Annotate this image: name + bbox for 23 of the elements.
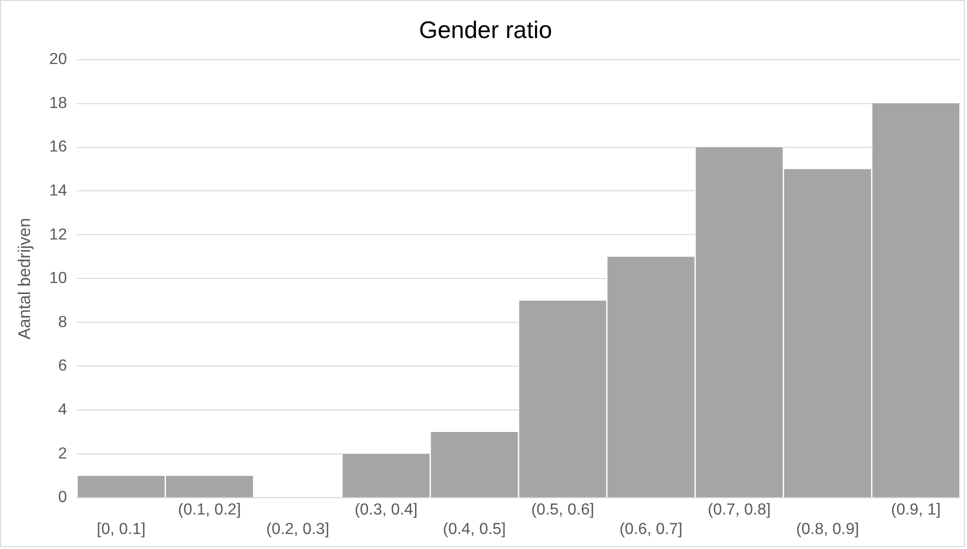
y-tick-label: 18 bbox=[49, 94, 68, 112]
y-tick-label: 14 bbox=[49, 182, 68, 200]
x-tick-label: (0.4, 0.5] bbox=[442, 520, 506, 538]
y-tick-label: 16 bbox=[49, 138, 68, 156]
x-tick-label: (0.3, 0.4] bbox=[354, 502, 418, 519]
y-tick-label: 6 bbox=[58, 358, 68, 375]
x-tick-label: [0, 0.1] bbox=[96, 520, 146, 538]
y-tick-label: 20 bbox=[49, 50, 68, 68]
x-tick-label: (0.1, 0.2] bbox=[178, 502, 241, 519]
x-tick-label: (0.7, 0.8] bbox=[708, 502, 771, 519]
y-tick-label: 12 bbox=[49, 226, 68, 244]
y-tick-label: 0 bbox=[58, 489, 68, 506]
x-tick-label: (0.8, 0.9] bbox=[796, 520, 860, 538]
x-tick-label: (0.5, 0.6] bbox=[531, 502, 594, 519]
x-tick-label: (0.6, 0.7] bbox=[619, 520, 682, 538]
y-axis-title: Aantal bedrijven bbox=[14, 218, 34, 340]
y-tick-label: 10 bbox=[49, 270, 68, 288]
y-tick-label: 4 bbox=[58, 402, 68, 419]
chart-title: Gender ratio bbox=[418, 16, 552, 44]
y-tick-label: 2 bbox=[58, 445, 68, 462]
x-tick-label: (0.2, 0.3] bbox=[266, 520, 330, 538]
y-tick-label: 8 bbox=[58, 314, 68, 331]
x-tick-label: (0.9, 1] bbox=[891, 502, 941, 519]
